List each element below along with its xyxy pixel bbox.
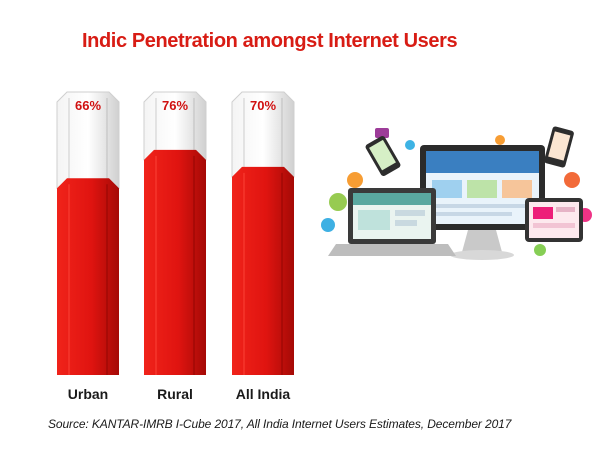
value-label: 70% [250, 98, 276, 113]
bar-group-urban: 66% Urban [56, 91, 120, 402]
category-label: All India [236, 386, 291, 402]
bar-urban [57, 178, 119, 375]
devices-illustration [321, 126, 592, 260]
value-label: 66% [75, 98, 101, 113]
bar-rural [144, 149, 206, 375]
bar-all-india [232, 166, 294, 375]
smartphone-icon [365, 126, 574, 176]
category-label: Urban [68, 386, 108, 402]
lock-icon [564, 172, 580, 188]
laptop-icon [328, 188, 456, 256]
gear-icon [321, 218, 335, 232]
chart-title: Indic Penetration amongst Internet Users [82, 30, 458, 52]
category-label: Rural [157, 386, 193, 402]
monitor-icon [420, 145, 545, 260]
source-note: Source: KANTAR-IMRB I-Cube 2017, All Ind… [48, 417, 512, 431]
bar-chart: 66% Urban 76% Rural 70% All India [56, 91, 295, 402]
bar-group-rural: 76% Rural [143, 91, 207, 402]
cloud-icon [329, 193, 347, 211]
tablet-icon [525, 198, 583, 242]
bar-group-all-india: 70% All India [231, 91, 295, 402]
chat-icon [347, 172, 363, 188]
value-label: 76% [162, 98, 188, 113]
